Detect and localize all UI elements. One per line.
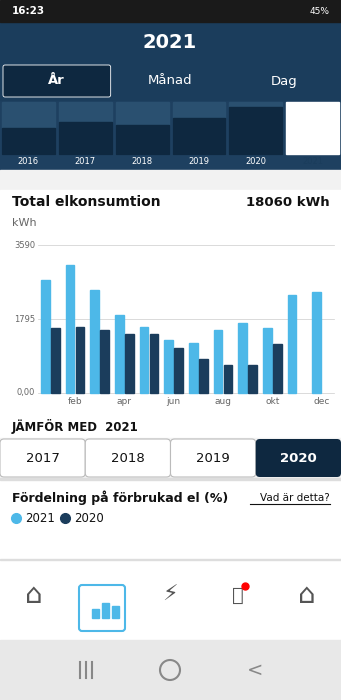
Text: 2020: 2020 xyxy=(280,452,317,465)
Bar xyxy=(0,478,341,480)
Bar xyxy=(2,102,55,154)
Bar xyxy=(287,295,296,393)
Bar xyxy=(0,190,341,215)
FancyBboxPatch shape xyxy=(3,65,111,97)
Bar xyxy=(139,327,148,393)
Bar xyxy=(59,122,112,154)
FancyBboxPatch shape xyxy=(256,439,341,477)
Bar xyxy=(0,559,341,560)
Bar xyxy=(102,603,109,618)
Bar xyxy=(150,334,159,393)
Text: 2021: 2021 xyxy=(25,512,55,524)
Bar xyxy=(0,438,341,478)
Bar xyxy=(0,22,341,62)
Text: kWh: kWh xyxy=(12,218,36,228)
Text: dec: dec xyxy=(313,397,330,406)
Bar xyxy=(116,102,168,154)
Bar xyxy=(286,102,339,154)
Bar xyxy=(213,330,222,393)
Bar xyxy=(0,215,341,230)
Text: Fördelning på förbrukad el (%): Fördelning på förbrukad el (%) xyxy=(12,491,228,505)
Bar xyxy=(174,349,183,393)
Bar xyxy=(76,327,85,393)
Text: feb: feb xyxy=(68,397,82,406)
FancyBboxPatch shape xyxy=(79,585,125,631)
Text: 18060 kWh: 18060 kWh xyxy=(247,196,330,209)
Text: 2021: 2021 xyxy=(302,158,323,167)
Bar xyxy=(0,0,341,22)
FancyBboxPatch shape xyxy=(85,439,170,477)
Bar xyxy=(0,170,341,190)
Bar xyxy=(41,279,50,393)
Bar xyxy=(51,328,60,393)
Bar xyxy=(0,62,341,100)
Text: 0,00: 0,00 xyxy=(17,389,35,398)
Text: 2017: 2017 xyxy=(26,452,60,465)
Text: Dag: Dag xyxy=(271,74,298,88)
Bar xyxy=(65,265,74,393)
Bar xyxy=(229,102,282,154)
Bar xyxy=(173,118,225,154)
Text: 45%: 45% xyxy=(310,6,330,15)
Text: Vad är detta?: Vad är detta? xyxy=(260,493,330,503)
Text: ⚡: ⚡ xyxy=(162,585,178,605)
Text: 2017: 2017 xyxy=(75,158,96,167)
Text: 2020: 2020 xyxy=(245,158,266,167)
Bar xyxy=(164,340,173,393)
Text: 2018: 2018 xyxy=(132,158,153,167)
Bar xyxy=(189,343,198,393)
Text: 2020: 2020 xyxy=(74,512,104,524)
Bar xyxy=(90,290,99,393)
Text: 2018: 2018 xyxy=(111,452,145,465)
Bar xyxy=(238,323,247,393)
Bar xyxy=(0,415,341,438)
Text: okt: okt xyxy=(265,397,280,406)
Text: 3590: 3590 xyxy=(14,241,35,249)
Text: aug: aug xyxy=(214,397,232,406)
FancyBboxPatch shape xyxy=(0,439,85,477)
Text: År: År xyxy=(48,74,65,88)
Text: Total elkonsumtion: Total elkonsumtion xyxy=(12,195,161,209)
Text: 2016: 2016 xyxy=(18,158,39,167)
Bar xyxy=(0,480,341,560)
Text: jun: jun xyxy=(167,397,181,406)
Text: 16:23: 16:23 xyxy=(12,6,45,16)
Bar xyxy=(273,344,282,393)
Text: 2019: 2019 xyxy=(196,452,230,465)
Bar xyxy=(173,102,225,154)
Bar xyxy=(115,315,124,393)
Bar xyxy=(0,560,341,640)
Bar xyxy=(0,640,341,700)
Bar xyxy=(199,359,208,393)
Text: 🔔: 🔔 xyxy=(232,585,244,605)
Text: <: < xyxy=(247,661,263,680)
Text: 2019: 2019 xyxy=(189,158,209,167)
Bar xyxy=(248,365,257,393)
FancyBboxPatch shape xyxy=(170,439,256,477)
Bar xyxy=(116,125,168,154)
Text: 2021: 2021 xyxy=(143,32,197,52)
Bar xyxy=(263,328,272,393)
Bar xyxy=(229,107,282,154)
Bar xyxy=(224,365,233,393)
Bar xyxy=(59,102,112,154)
Text: Månad: Månad xyxy=(148,74,193,88)
Bar xyxy=(0,230,341,415)
Bar xyxy=(0,100,341,170)
Text: ⌂: ⌂ xyxy=(298,581,316,609)
Bar xyxy=(312,292,321,393)
Bar xyxy=(125,335,134,393)
Bar xyxy=(92,609,99,618)
Text: JÄMFÖR MED  2021: JÄMFÖR MED 2021 xyxy=(12,419,139,434)
Text: apr: apr xyxy=(117,397,132,406)
Bar xyxy=(100,330,109,393)
Bar xyxy=(2,128,55,154)
Text: 1795: 1795 xyxy=(14,314,35,323)
Bar xyxy=(112,606,119,618)
Text: ⌂: ⌂ xyxy=(25,581,43,609)
